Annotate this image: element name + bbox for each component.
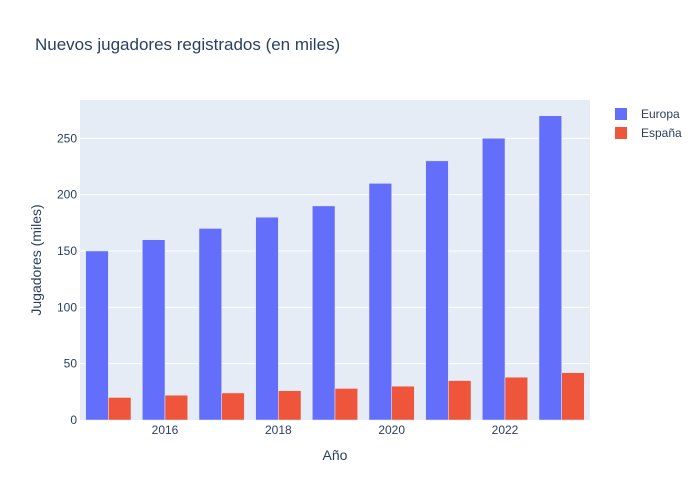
bar-espana-2019 [334,388,358,421]
x-axis-title: Año [323,447,348,463]
bars [85,115,585,421]
bar-espana-2022 [504,376,528,421]
y-axis-ticks: 0 50 100 150 200 250 [57,131,77,427]
legend-swatch [615,108,627,120]
bar-europa-2022 [482,138,506,421]
y-tick-label: 200 [57,188,77,202]
bar-europa-2017 [198,228,222,421]
chart-title: Nuevos jugadores registrados (en miles) [35,35,340,54]
legend-swatch [615,127,627,139]
x-tick-label: 2018 [265,423,292,437]
y-tick-label: 0 [70,413,77,427]
y-axis-title: Jugadores (miles) [28,204,44,315]
bar-espana-2020 [391,385,415,421]
bar-europa-2019 [312,205,336,421]
y-tick-label: 50 [64,357,78,371]
y-tick-label: 250 [57,131,77,145]
x-axis-ticks: 2016 2018 2020 2022 [152,423,519,437]
x-tick-label: 2020 [378,423,405,437]
bar-europa-2015 [85,250,109,421]
x-tick-label: 2022 [492,423,519,437]
bar-espana-2018 [278,390,302,421]
y-tick-label: 150 [57,244,77,258]
bar-espana-2016 [164,394,188,421]
legend-label: España [641,126,682,140]
y-tick-label: 100 [57,300,77,314]
bar-europa-2021 [425,160,449,421]
x-tick-label: 2016 [152,423,179,437]
bar-europa-2018 [255,216,279,421]
bar-europa-2016 [142,239,166,421]
bar-espana-2017 [221,392,245,421]
bar-espana-2015 [108,397,132,421]
bar-espana-2023 [561,372,585,421]
bar-europa-2023 [538,115,562,421]
bar-europa-2020 [368,183,392,421]
bar-espana-2021 [448,380,472,421]
legend: Europa España [615,107,682,140]
legend-label: Europa [641,107,680,121]
